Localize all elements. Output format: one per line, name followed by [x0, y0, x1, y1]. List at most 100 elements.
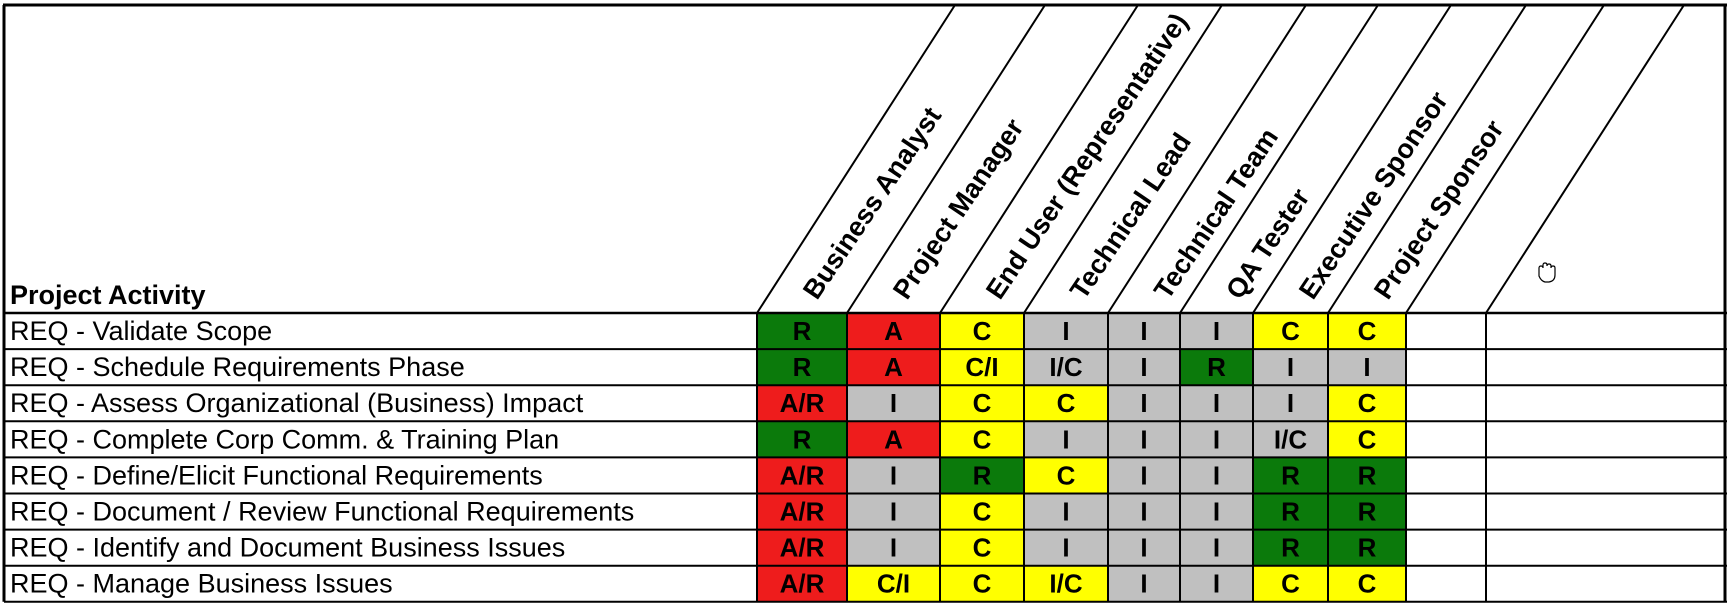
raci-code: I	[1287, 352, 1294, 382]
raci-cell	[1253, 349, 1328, 386]
raci-cell	[1108, 385, 1180, 422]
raci-code: I	[1140, 424, 1147, 454]
raci-code: C	[1281, 569, 1300, 599]
hand-cursor-icon	[1538, 262, 1556, 283]
empty-cell	[1486, 493, 1727, 530]
raci-cell	[757, 313, 847, 350]
raci-cell	[1180, 529, 1253, 566]
grid-line	[1327, 4, 1527, 314]
raci-code: I	[1062, 533, 1069, 563]
raci-code: C	[973, 533, 992, 563]
raci-code: A	[884, 316, 903, 346]
raci-code: I/C	[1274, 424, 1307, 454]
raci-code: I	[890, 460, 897, 490]
empty-cell	[1406, 493, 1486, 530]
grid-line	[1405, 4, 1605, 314]
grid-line	[1252, 4, 1452, 314]
raci-code: I/C	[1049, 352, 1082, 382]
raci-code: I	[1140, 388, 1147, 418]
raci-cell	[1108, 529, 1180, 566]
raci-code: A/R	[780, 533, 825, 563]
raci-cell	[1024, 565, 1108, 602]
empty-cell	[1406, 385, 1486, 422]
raci-code: R	[1358, 460, 1377, 490]
raci-code: I	[1363, 352, 1370, 382]
empty-cell	[1486, 349, 1727, 386]
raci-cell	[1328, 493, 1406, 530]
raci-code: C	[973, 497, 992, 527]
raci-code: A	[884, 424, 903, 454]
raci-cell	[847, 565, 940, 602]
activity-label: REQ - Validate Scope	[10, 316, 272, 346]
raci-code: R	[1358, 533, 1377, 563]
raci-code: I	[1140, 460, 1147, 490]
raci-cell	[1024, 457, 1108, 494]
raci-cell	[940, 493, 1024, 530]
raci-cell	[940, 457, 1024, 494]
raci-cell	[1328, 313, 1406, 350]
raci-code: I	[1213, 497, 1220, 527]
empty-cell	[1486, 421, 1727, 458]
raci-code: I	[1213, 460, 1220, 490]
raci-cell	[1180, 421, 1253, 458]
raci-code: C	[1057, 460, 1076, 490]
raci-cell	[1108, 421, 1180, 458]
raci-cell	[757, 421, 847, 458]
raci-cell	[847, 457, 940, 494]
raci-cell	[1328, 385, 1406, 422]
raci-cell	[1108, 313, 1180, 350]
empty-cell	[1406, 421, 1486, 458]
raci-code: R	[793, 316, 812, 346]
raci-cell	[757, 529, 847, 566]
raci-cell	[940, 385, 1024, 422]
raci-code: I	[1062, 424, 1069, 454]
raci-cell	[940, 565, 1024, 602]
raci-cell	[1180, 457, 1253, 494]
empty-cell	[1406, 457, 1486, 494]
raci-cell	[1180, 313, 1253, 350]
raci-cell	[847, 349, 940, 386]
raci-cell	[757, 349, 847, 386]
raci-cell	[847, 529, 940, 566]
raci-code: R	[1281, 533, 1300, 563]
raci-code: C/I	[877, 569, 910, 599]
activity-label: REQ - Define/Elicit Functional Requireme…	[10, 460, 543, 490]
raci-cell	[1253, 421, 1328, 458]
raci-code: R	[1281, 460, 1300, 490]
grid-lines	[2, 3, 1727, 603]
raci-cell	[757, 385, 847, 422]
raci-cell	[1180, 385, 1253, 422]
raci-cell	[1024, 493, 1108, 530]
raci-code: C	[1358, 569, 1377, 599]
raci-code: A/R	[780, 388, 825, 418]
raci-cell	[1108, 457, 1180, 494]
raci-code: A/R	[780, 497, 825, 527]
raci-code: I	[1287, 388, 1294, 418]
raci-cell	[940, 349, 1024, 386]
raci-code: I	[890, 497, 897, 527]
raci-cell	[940, 313, 1024, 350]
raci-code: I	[890, 388, 897, 418]
activity-label: REQ - Schedule Requirements Phase	[10, 352, 465, 382]
raci-cell	[1024, 349, 1108, 386]
raci-code: I	[1213, 569, 1220, 599]
empty-cell	[1486, 529, 1727, 566]
raci-cell	[1253, 313, 1328, 350]
raci-cell	[1108, 565, 1180, 602]
raci-code: R	[793, 352, 812, 382]
raci-code: C	[1281, 316, 1300, 346]
raci-code: I	[890, 533, 897, 563]
raci-code: A/R	[780, 460, 825, 490]
raci-code: I/C	[1049, 569, 1082, 599]
raci-code: R	[973, 460, 992, 490]
raci-code: I	[1213, 388, 1220, 418]
raci-code: C/I	[965, 352, 998, 382]
raci-cell	[1024, 421, 1108, 458]
raci-code: C	[973, 569, 992, 599]
grid-line	[846, 4, 1046, 314]
raci-cell	[1180, 349, 1253, 386]
raci-code: C	[1358, 388, 1377, 418]
activity-label: REQ - Identify and Document Business Iss…	[10, 533, 565, 563]
raci-cell	[757, 565, 847, 602]
activity-label: REQ - Manage Business Issues	[10, 569, 393, 599]
